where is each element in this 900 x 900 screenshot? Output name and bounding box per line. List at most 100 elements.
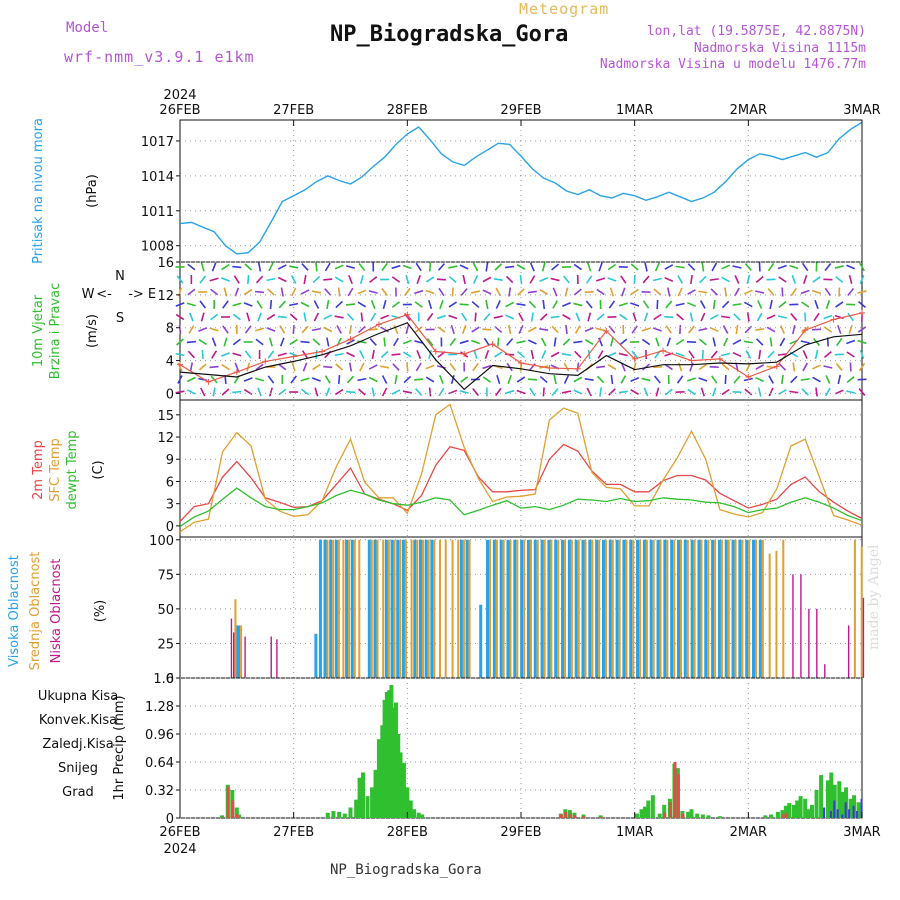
cloud-bar-1 bbox=[645, 539, 648, 678]
y-tick-label-precip: 0.64 bbox=[145, 756, 174, 771]
wind-arrow bbox=[690, 274, 693, 285]
wind-arrow bbox=[302, 362, 308, 372]
bottom-x-tick-label: 26FEB bbox=[159, 825, 200, 840]
wind-arrow bbox=[414, 301, 423, 308]
wind-arrow bbox=[326, 337, 330, 347]
wind-gust-marker bbox=[631, 355, 638, 362]
wind-arrow bbox=[392, 363, 400, 371]
wind-arrow bbox=[599, 387, 603, 397]
cloud-bar-1 bbox=[734, 539, 737, 678]
cloud-bar-0 bbox=[533, 539, 537, 678]
wind-arrow bbox=[426, 337, 434, 347]
wind-arrow bbox=[744, 263, 752, 271]
wind-arrow bbox=[267, 288, 275, 296]
wind-arrow bbox=[255, 327, 265, 332]
cloud-bar-0 bbox=[486, 539, 490, 678]
wind-arrow bbox=[712, 337, 717, 347]
wind-arrow bbox=[278, 300, 286, 309]
wind-arrow bbox=[473, 349, 478, 360]
precip-bar-0 bbox=[387, 690, 392, 818]
wind-arrow bbox=[416, 350, 422, 359]
cloud-bar-1 bbox=[686, 539, 689, 678]
wind-arrow bbox=[619, 338, 628, 346]
wind-arrow bbox=[416, 274, 421, 285]
wind-arrow bbox=[460, 288, 468, 296]
wind-arrow bbox=[778, 300, 787, 309]
wind-arrow bbox=[233, 275, 240, 284]
wind-arrow bbox=[699, 275, 707, 284]
precip-bar-0 bbox=[806, 809, 811, 818]
cloud-bar-1 bbox=[748, 539, 751, 678]
wind-arrow bbox=[267, 350, 275, 359]
cloud-bar-1 bbox=[639, 539, 642, 678]
wind-arrow bbox=[439, 299, 444, 310]
precip-bar-0 bbox=[398, 752, 403, 818]
precip-bar-0 bbox=[420, 814, 425, 818]
precip-bar-0 bbox=[686, 811, 691, 818]
wind-arrow bbox=[722, 325, 729, 334]
wind-arrow bbox=[688, 350, 695, 359]
wind-arrow bbox=[187, 288, 196, 296]
wind-arrow bbox=[368, 376, 378, 383]
cloud-bar-1 bbox=[399, 539, 402, 678]
wind-arrow bbox=[553, 337, 557, 347]
wind-gust-marker bbox=[660, 347, 667, 354]
pressure-ylabel-0: Pritisak na nivou mora bbox=[31, 118, 46, 264]
wind-arrow bbox=[336, 325, 342, 334]
wind-arrow bbox=[857, 339, 867, 345]
cloud-bar-1 bbox=[427, 539, 430, 678]
wind-arrow bbox=[198, 363, 207, 371]
cloud-bar-1 bbox=[468, 539, 471, 678]
precip-bar-0 bbox=[384, 692, 389, 818]
wind-arrow bbox=[289, 338, 298, 346]
wind-arrow bbox=[505, 275, 514, 284]
precip-bar-0 bbox=[416, 812, 421, 818]
precip-bar-0 bbox=[361, 772, 366, 818]
y-tick-label-wind: 8 bbox=[166, 322, 174, 337]
wind-arrow bbox=[496, 374, 501, 385]
precip-bar-0 bbox=[365, 796, 370, 818]
wind-arrow bbox=[402, 264, 412, 270]
precip-bar-2 bbox=[848, 809, 851, 818]
wind-arrow bbox=[527, 290, 537, 294]
wind-arrow bbox=[834, 265, 844, 269]
wind-gust-marker bbox=[489, 341, 496, 348]
wind-arrow bbox=[186, 376, 196, 383]
wind-arrow bbox=[334, 264, 344, 270]
precip-legend-1: Konvek.Kisa bbox=[39, 713, 117, 728]
wind-arrow bbox=[539, 289, 549, 295]
cloud-bar-0 bbox=[513, 539, 517, 678]
precip-bar-0 bbox=[809, 804, 814, 818]
cloud-bar-0 bbox=[683, 539, 687, 678]
y-tick-label-cloud: 0 bbox=[166, 672, 174, 687]
wind-arrow bbox=[791, 274, 797, 285]
wind-arrow bbox=[778, 276, 787, 283]
wind-arrow bbox=[438, 287, 445, 297]
wind-arrow bbox=[425, 276, 435, 283]
precip-bar-0 bbox=[695, 813, 700, 818]
wind-arrow bbox=[642, 363, 651, 371]
wind-gust-marker bbox=[745, 374, 752, 380]
precip-bar-0 bbox=[803, 798, 808, 818]
wind-arrow bbox=[686, 377, 697, 382]
y-tick-label-temperature: 9 bbox=[166, 453, 174, 468]
wind-arrow bbox=[734, 275, 740, 284]
wind-arrow bbox=[494, 325, 503, 334]
wind-gust-marker bbox=[688, 357, 695, 364]
cloud-bar-0 bbox=[479, 604, 483, 678]
cloud-bar-1 bbox=[358, 539, 361, 678]
precip-legend-4: Grad bbox=[62, 785, 94, 800]
precip-legend-0: Ukupna Kisa bbox=[38, 689, 118, 704]
wind-arrow bbox=[303, 312, 307, 322]
pressure-unit-0: (hPa) bbox=[85, 174, 100, 208]
wind-arrow bbox=[436, 365, 446, 369]
temp-series-1 bbox=[179, 403, 863, 533]
bottom-x-tick-label: 28FEB bbox=[387, 825, 428, 840]
precip-bar-2 bbox=[860, 798, 863, 818]
cloud-bar-2 bbox=[800, 574, 802, 678]
wind-arrow bbox=[846, 390, 856, 394]
wind-arrow bbox=[756, 312, 763, 322]
wind-arrow bbox=[334, 276, 344, 283]
cloud-bar-0 bbox=[738, 539, 742, 678]
wind-arrow bbox=[232, 390, 242, 394]
